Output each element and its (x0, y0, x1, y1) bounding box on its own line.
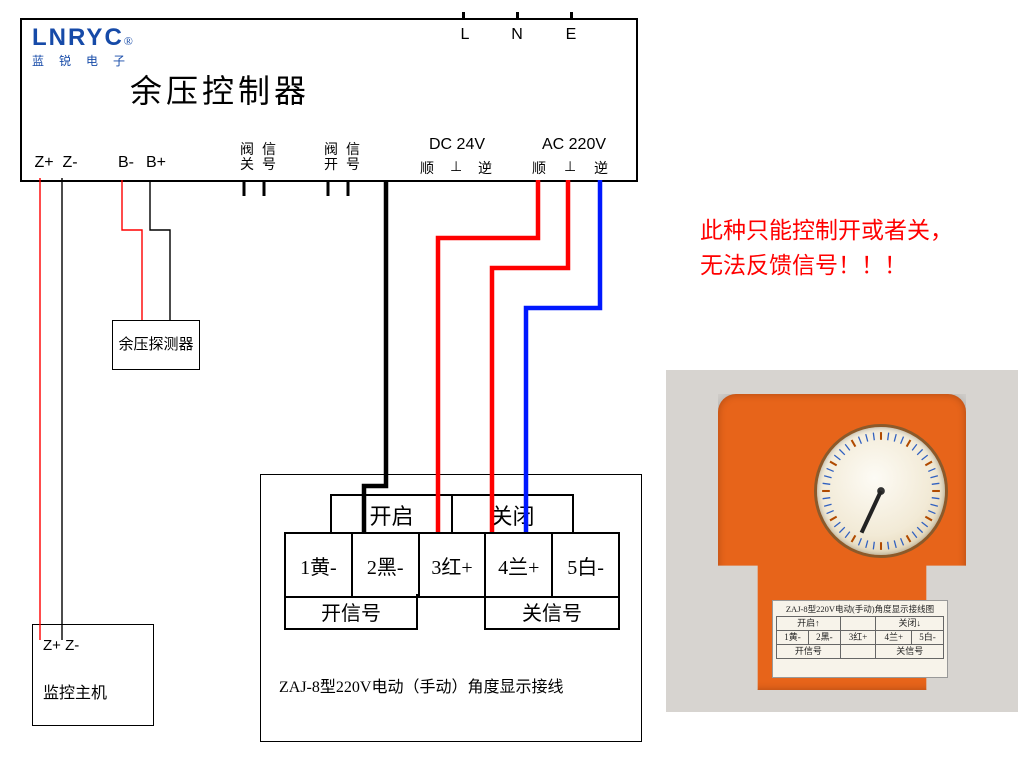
device-label-panel: ZAJ-8型220V电动(手动)角度显示接线图 开启↑ 关闭↓ 1黄- 2黑- … (772, 600, 948, 678)
terminal-Zm: Z- (54, 154, 86, 172)
actuator-caption: ZAJ-8型220V电动（手动）角度显示接线 (279, 673, 563, 697)
terminal-Bp: B+ (140, 154, 172, 172)
device-photo: ZAJ-8型220V电动(手动)角度显示接线图 开启↑ 关闭↓ 1黄- 2黑- … (666, 370, 1018, 712)
terminal-L: L (450, 26, 480, 44)
valve-close-col1: 阀关 (238, 142, 256, 171)
dial-ticks (817, 427, 945, 555)
ac-gnd: ⊥ (564, 158, 576, 175)
dc24v-label: DC 24V (412, 136, 502, 154)
plabel-c2: 2黑- (808, 630, 840, 644)
device-label-title: ZAJ-8型220V电动(手动)角度显示接线图 (776, 604, 944, 614)
actuator-cell-1: 1黄- (286, 534, 353, 596)
detector-label: 余压探测器 (118, 337, 193, 353)
warning-line1: 此种只能控制开或者关， (700, 214, 1010, 249)
warning-line2: 无法反馈信号！！！ (700, 249, 1010, 284)
host-box: Z+ Z- 监控主机 (32, 624, 154, 726)
actuator-cell-4: 4兰+ (486, 534, 553, 596)
tick-L (462, 12, 465, 20)
actuator-cell-2: 2黑- (353, 534, 420, 596)
plabel-close: 关闭↓ (876, 617, 944, 631)
actuator-foot-left: 开信号 (284, 594, 418, 630)
actuator-cell-5: 5白- (553, 534, 618, 596)
dc-shun: 顺 (420, 158, 434, 178)
controller-box: LNRYC® 蓝 锐 电 子 余压控制器 L N E Z+ Z- B- B+ 阀… (20, 18, 638, 182)
plabel-c5: 5白- (912, 630, 944, 644)
host-zz: Z+ Z- (43, 637, 79, 654)
logo-reg: ® (124, 34, 133, 48)
controller-title: 余压控制器 (130, 66, 310, 112)
plabel-c4: 4兰+ (876, 630, 912, 644)
valve-open-col2: 信号 (344, 142, 362, 171)
terminal-E: E (556, 26, 586, 44)
plabel-blank2 (840, 644, 876, 658)
ac-ni: 逆 (594, 158, 608, 178)
logo-latin: LNRYC (32, 24, 124, 51)
host-label: 监控主机 (43, 679, 107, 703)
plabel-open: 开启↑ (777, 617, 841, 631)
actuator-foot-right: 关信号 (484, 594, 620, 630)
tick-E (570, 12, 573, 20)
terminal-N: N (502, 26, 532, 44)
plabel-c1: 1黄- (777, 630, 809, 644)
actuator-cell-3: 3红+ (420, 534, 487, 596)
plabel-open-sig: 开信号 (777, 644, 841, 658)
ac-shun: 顺 (532, 158, 546, 178)
actuator-header: 开启 关闭 (330, 494, 574, 534)
valve-open-col1: 阀开 (322, 142, 340, 171)
plabel-blank (840, 617, 876, 631)
detector-box: 余压探测器 (112, 320, 200, 370)
terminal-Bm: B- (110, 154, 142, 172)
plabel-close-sig: 关信号 (876, 644, 944, 658)
actuator-table: 1黄- 2黑- 3红+ 4兰+ 5白- (284, 532, 620, 598)
plabel-c3: 3红+ (840, 630, 876, 644)
ac220v-label: AC 220V (524, 136, 624, 154)
warning-text: 此种只能控制开或者关， 无法反馈信号！！！ (700, 214, 1010, 283)
actuator-header-close: 关闭 (453, 496, 572, 534)
tick-N (516, 12, 519, 20)
valve-close-col2: 信号 (260, 142, 278, 171)
device-dial (814, 424, 948, 558)
actuator-header-open: 开启 (332, 496, 453, 534)
logo-chinese: 蓝 锐 电 子 (32, 52, 133, 69)
dc-ni: 逆 (478, 158, 492, 178)
dc-gnd: ⊥ (450, 158, 462, 175)
